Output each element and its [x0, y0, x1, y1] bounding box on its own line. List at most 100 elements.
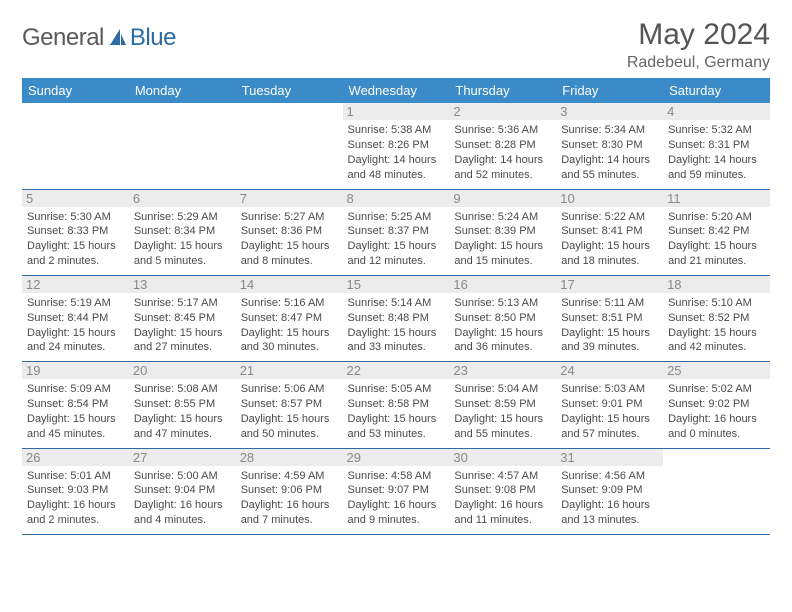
daylight-line: Daylight: 15 hours and 8 minutes.	[241, 239, 338, 269]
brand-text-blue: Blue	[130, 24, 176, 52]
daylight-line: Daylight: 15 hours and 12 minutes.	[348, 239, 445, 269]
weekday-header: Tuesday	[236, 78, 343, 103]
calendar-day-cell: 29Sunrise: 4:58 AMSunset: 9:07 PMDayligh…	[343, 448, 450, 534]
sunrise-line: Sunrise: 5:34 AM	[561, 123, 658, 138]
daylight-line: Daylight: 15 hours and 33 minutes.	[348, 326, 445, 356]
daylight-line: Daylight: 16 hours and 13 minutes.	[561, 498, 658, 528]
sunset-line: Sunset: 8:57 PM	[241, 397, 338, 412]
calendar-empty-cell	[22, 103, 129, 189]
sunrise-line: Sunrise: 4:57 AM	[454, 469, 551, 484]
daylight-line: Daylight: 15 hours and 42 minutes.	[668, 326, 765, 356]
sunrise-line: Sunrise: 5:36 AM	[454, 123, 551, 138]
calendar-empty-cell	[663, 448, 770, 534]
calendar-day-cell: 3Sunrise: 5:34 AMSunset: 8:30 PMDaylight…	[556, 103, 663, 189]
sunset-line: Sunset: 8:59 PM	[454, 397, 551, 412]
day-number: 9	[449, 190, 556, 207]
day-number: 18	[663, 276, 770, 293]
day-number: 21	[236, 362, 343, 379]
calendar-week-row: 26Sunrise: 5:01 AMSunset: 9:03 PMDayligh…	[22, 448, 770, 534]
calendar-day-cell: 17Sunrise: 5:11 AMSunset: 8:51 PMDayligh…	[556, 275, 663, 361]
day-number: 8	[343, 190, 450, 207]
weekday-header-row: SundayMondayTuesdayWednesdayThursdayFrid…	[22, 78, 770, 103]
day-number: 24	[556, 362, 663, 379]
day-number: 12	[22, 276, 129, 293]
calendar-week-row: 19Sunrise: 5:09 AMSunset: 8:54 PMDayligh…	[22, 362, 770, 448]
title-block: May 2024 Radebeul, Germany	[627, 18, 770, 72]
day-number: 20	[129, 362, 236, 379]
sunrise-line: Sunrise: 5:05 AM	[348, 382, 445, 397]
sunrise-line: Sunrise: 5:14 AM	[348, 296, 445, 311]
calendar-table: SundayMondayTuesdayWednesdayThursdayFrid…	[22, 78, 770, 535]
daylight-line: Daylight: 15 hours and 27 minutes.	[134, 326, 231, 356]
calendar-day-cell: 1Sunrise: 5:38 AMSunset: 8:26 PMDaylight…	[343, 103, 450, 189]
sunrise-line: Sunrise: 5:19 AM	[27, 296, 124, 311]
sunrise-line: Sunrise: 5:01 AM	[27, 469, 124, 484]
daylight-line: Daylight: 15 hours and 24 minutes.	[27, 326, 124, 356]
sunrise-line: Sunrise: 5:16 AM	[241, 296, 338, 311]
sunset-line: Sunset: 8:36 PM	[241, 224, 338, 239]
sunrise-line: Sunrise: 5:30 AM	[27, 210, 124, 225]
sunset-line: Sunset: 9:04 PM	[134, 483, 231, 498]
weekday-header: Friday	[556, 78, 663, 103]
sunset-line: Sunset: 8:42 PM	[668, 224, 765, 239]
calendar-week-row: 1Sunrise: 5:38 AMSunset: 8:26 PMDaylight…	[22, 103, 770, 189]
sunset-line: Sunset: 8:37 PM	[348, 224, 445, 239]
calendar-day-cell: 18Sunrise: 5:10 AMSunset: 8:52 PMDayligh…	[663, 275, 770, 361]
daylight-line: Daylight: 15 hours and 57 minutes.	[561, 412, 658, 442]
calendar-day-cell: 7 Sunrise: 5:27 AMSunset: 8:36 PMDaylight…	[236, 189, 343, 275]
sunrise-line: Sunrise: 5:00 AM	[134, 469, 231, 484]
sunset-line: Sunset: 8:50 PM	[454, 311, 551, 326]
day-number: 4	[663, 103, 770, 120]
daylight-line: Daylight: 16 hours and 2 minutes.	[27, 498, 124, 528]
weekday-header: Sunday	[22, 78, 129, 103]
day-number: 7	[236, 190, 343, 207]
day-number: 26	[22, 449, 129, 466]
daylight-line: Daylight: 15 hours and 30 minutes.	[241, 326, 338, 356]
calendar-day-cell: 10Sunrise: 5:22 AMSunset: 8:41 PMDayligh…	[556, 189, 663, 275]
daylight-line: Daylight: 15 hours and 50 minutes.	[241, 412, 338, 442]
day-number: 30	[449, 449, 556, 466]
calendar-day-cell: 30Sunrise: 4:57 AMSunset: 9:08 PMDayligh…	[449, 448, 556, 534]
brand-logo: General Blue	[22, 18, 176, 52]
weekday-header: Monday	[129, 78, 236, 103]
sunrise-line: Sunrise: 5:32 AM	[668, 123, 765, 138]
calendar-day-cell: 20Sunrise: 5:08 AMSunset: 8:55 PMDayligh…	[129, 362, 236, 448]
calendar-empty-cell	[129, 103, 236, 189]
calendar-day-cell: 11Sunrise: 5:20 AMSunset: 8:42 PMDayligh…	[663, 189, 770, 275]
day-number: 28	[236, 449, 343, 466]
calendar-day-cell: 25Sunrise: 5:02 AMSunset: 9:02 PMDayligh…	[663, 362, 770, 448]
calendar-day-cell: 16Sunrise: 5:13 AMSunset: 8:50 PMDayligh…	[449, 275, 556, 361]
sunset-line: Sunset: 8:55 PM	[134, 397, 231, 412]
brand-sail-icon	[108, 27, 128, 50]
daylight-line: Daylight: 15 hours and 53 minutes.	[348, 412, 445, 442]
daylight-line: Daylight: 16 hours and 9 minutes.	[348, 498, 445, 528]
sunrise-line: Sunrise: 4:56 AM	[561, 469, 658, 484]
sunrise-line: Sunrise: 5:08 AM	[134, 382, 231, 397]
header: General Blue May 2024 Radebeul, Germany	[22, 18, 770, 72]
sunrise-line: Sunrise: 5:27 AM	[241, 210, 338, 225]
sunset-line: Sunset: 8:58 PM	[348, 397, 445, 412]
weekday-header: Wednesday	[343, 78, 450, 103]
calendar-day-cell: 15Sunrise: 5:14 AMSunset: 8:48 PMDayligh…	[343, 275, 450, 361]
calendar-day-cell: 5Sunrise: 5:30 AMSunset: 8:33 PMDaylight…	[22, 189, 129, 275]
sunrise-line: Sunrise: 5:20 AM	[668, 210, 765, 225]
sunset-line: Sunset: 8:33 PM	[27, 224, 124, 239]
sunrise-line: Sunrise: 5:17 AM	[134, 296, 231, 311]
sunrise-line: Sunrise: 5:29 AM	[134, 210, 231, 225]
day-number: 29	[343, 449, 450, 466]
calendar-day-cell: 24Sunrise: 5:03 AMSunset: 9:01 PMDayligh…	[556, 362, 663, 448]
daylight-line: Daylight: 16 hours and 7 minutes.	[241, 498, 338, 528]
sunrise-line: Sunrise: 5:02 AM	[668, 382, 765, 397]
calendar-day-cell: 21Sunrise: 5:06 AMSunset: 8:57 PMDayligh…	[236, 362, 343, 448]
daylight-line: Daylight: 15 hours and 15 minutes.	[454, 239, 551, 269]
day-number: 1	[343, 103, 450, 120]
daylight-line: Daylight: 14 hours and 55 minutes.	[561, 153, 658, 183]
day-number: 14	[236, 276, 343, 293]
calendar-day-cell: 8Sunrise: 5:25 AMSunset: 8:37 PMDaylight…	[343, 189, 450, 275]
day-number: 2	[449, 103, 556, 120]
sunset-line: Sunset: 9:01 PM	[561, 397, 658, 412]
month-title: May 2024	[627, 18, 770, 52]
sunset-line: Sunset: 8:54 PM	[27, 397, 124, 412]
sunset-line: Sunset: 8:30 PM	[561, 138, 658, 153]
daylight-line: Daylight: 15 hours and 2 minutes.	[27, 239, 124, 269]
